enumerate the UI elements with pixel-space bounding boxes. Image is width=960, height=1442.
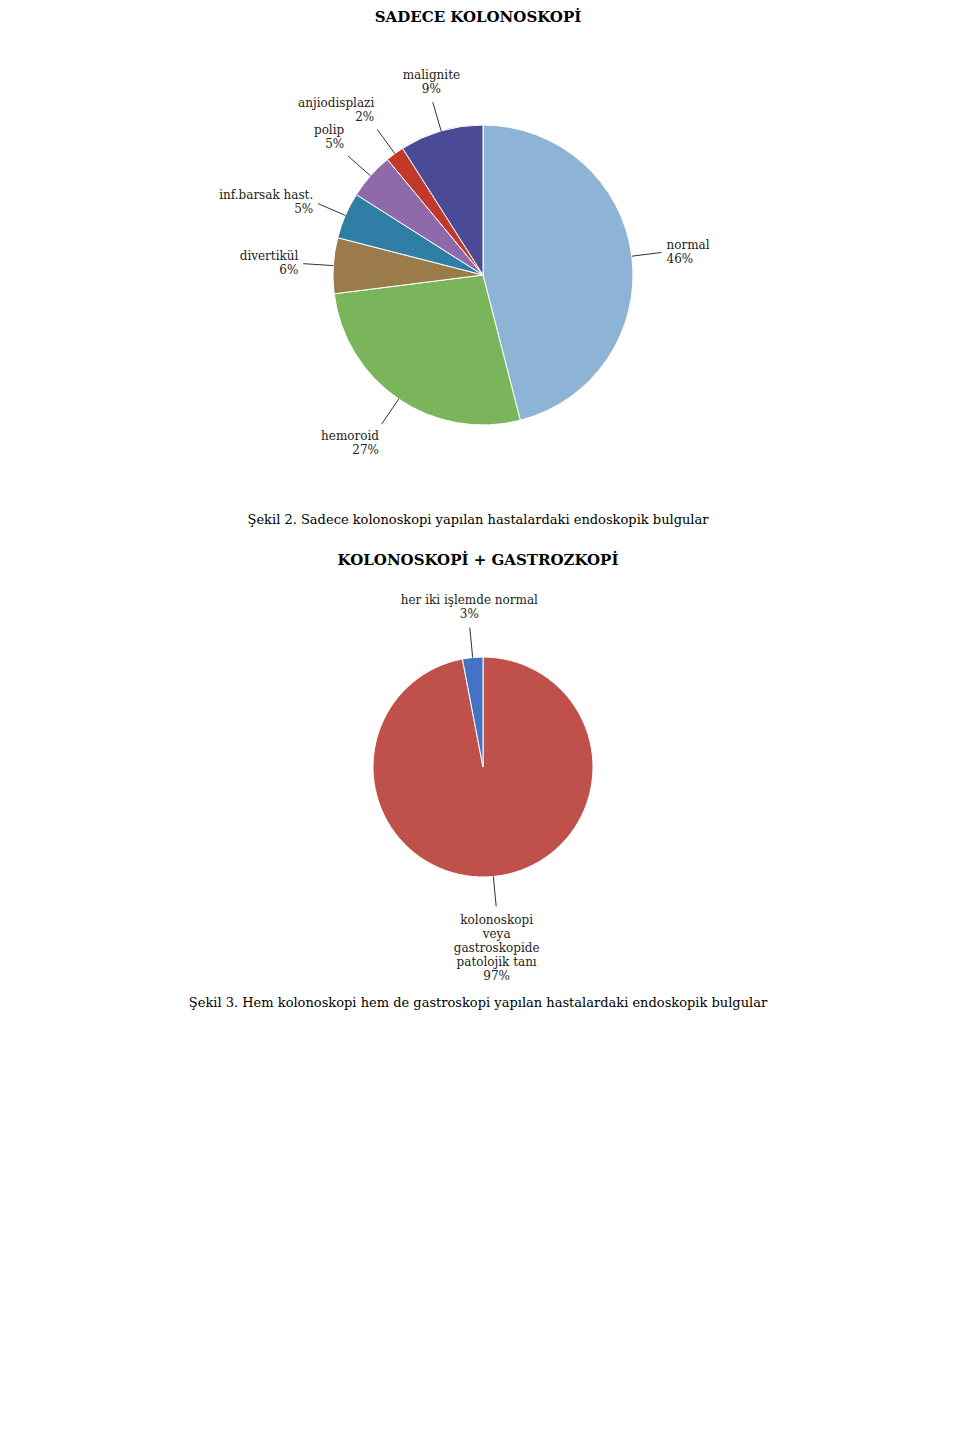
html-text:Şekil 3. Hem kolonoskopi hem d: Şekil 3. Hem kolonoskopi hem de gastrosk…: [188, 995, 768, 1010]
html-text:SADECE KOLONOSKOPİ: SADECE KOLONOSKOPİ: [374, 8, 582, 26]
html-text:KOLONOSKOPİ + GASTROZKOPİ: KOLONOSKOPİ + GASTROZKOPİ: [337, 551, 619, 569]
svg-text:divertikül6%: divertikül6%: [240, 249, 299, 277]
svg-text:malignite9%: malignite9%: [403, 68, 460, 96]
svg-text:polip5%: polip5%: [314, 123, 345, 151]
svg-text:her iki işlemde normal3%: her iki işlemde normal3%: [401, 593, 538, 621]
svg-text:anjiodisplazi2%: anjiodisplazi2%: [298, 96, 374, 124]
svg-text:normal46%: normal46%: [667, 238, 710, 266]
html-text:Şekil 2. Sadece kolonoskopi ya: Şekil 2. Sadece kolonoskopi yapılan hast…: [247, 512, 709, 527]
svg-text:hemoroid27%: hemoroid27%: [321, 429, 379, 457]
svg-text:inf.barsak hast.5%: inf.barsak hast.5%: [219, 188, 313, 216]
svg-text:kolonoskopiveyagastroskopidepa: kolonoskopiveyagastroskopidepatolojik ta…: [454, 913, 540, 983]
